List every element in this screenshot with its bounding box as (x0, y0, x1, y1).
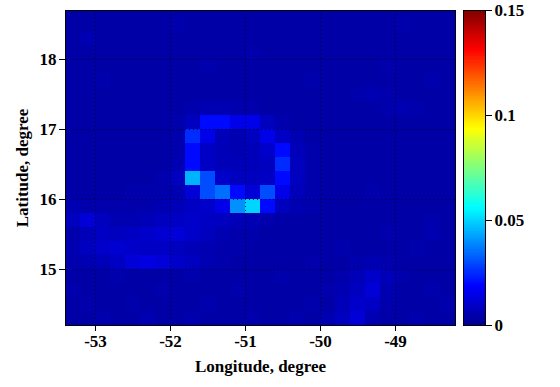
svg-text:0: 0 (495, 316, 504, 335)
svg-text:18: 18 (40, 50, 57, 69)
svg-text:-53: -53 (84, 332, 107, 351)
svg-text:16: 16 (40, 190, 57, 209)
svg-text:0.05: 0.05 (495, 211, 525, 230)
svg-text:-49: -49 (384, 332, 407, 351)
svg-text:-52: -52 (159, 332, 182, 351)
svg-text:0.1: 0.1 (495, 106, 516, 125)
svg-text:-51: -51 (234, 332, 257, 351)
svg-text:Longitude, degree: Longitude, degree (195, 357, 326, 376)
svg-text:15: 15 (40, 260, 57, 279)
svg-text:0.15: 0.15 (495, 1, 525, 20)
svg-text:Latitude, degree: Latitude, degree (13, 108, 32, 227)
svg-text:17: 17 (40, 120, 58, 139)
svg-text:-50: -50 (309, 332, 332, 351)
